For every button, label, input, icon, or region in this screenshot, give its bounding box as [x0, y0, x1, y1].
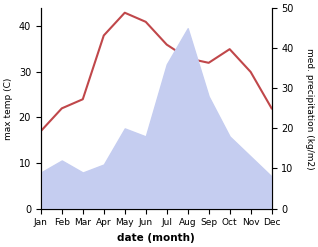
Y-axis label: med. precipitation (kg/m2): med. precipitation (kg/m2): [305, 48, 314, 169]
Y-axis label: max temp (C): max temp (C): [4, 77, 13, 140]
X-axis label: date (month): date (month): [117, 233, 195, 243]
